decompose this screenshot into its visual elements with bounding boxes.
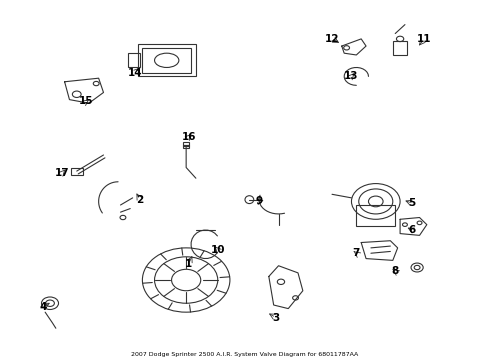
Text: 4: 4 [39,302,46,312]
Text: 12: 12 [324,34,339,44]
Text: 7: 7 [352,248,359,258]
Text: 17: 17 [55,168,69,178]
Text: 2007 Dodge Sprinter 2500 A.I.R. System Valve Diagram for 68011787AA: 2007 Dodge Sprinter 2500 A.I.R. System V… [131,352,357,357]
Text: 10: 10 [210,245,224,255]
Text: 15: 15 [79,96,94,107]
Bar [127,53,140,67]
Bar [71,168,82,175]
Text: 6: 6 [408,225,415,235]
Text: 3: 3 [272,312,279,323]
Bar [356,205,394,226]
Text: 14: 14 [127,68,142,78]
Bar [183,143,189,148]
Text: 16: 16 [181,132,195,142]
Text: 5: 5 [408,198,415,208]
Text: 9: 9 [255,197,262,206]
Text: 1: 1 [184,259,192,269]
Bar [137,44,196,76]
Text: 8: 8 [391,266,398,276]
Bar [142,48,191,73]
Text: 11: 11 [416,34,431,44]
Text: 13: 13 [344,71,358,81]
Bar [392,41,407,55]
Text: 2: 2 [136,195,143,204]
